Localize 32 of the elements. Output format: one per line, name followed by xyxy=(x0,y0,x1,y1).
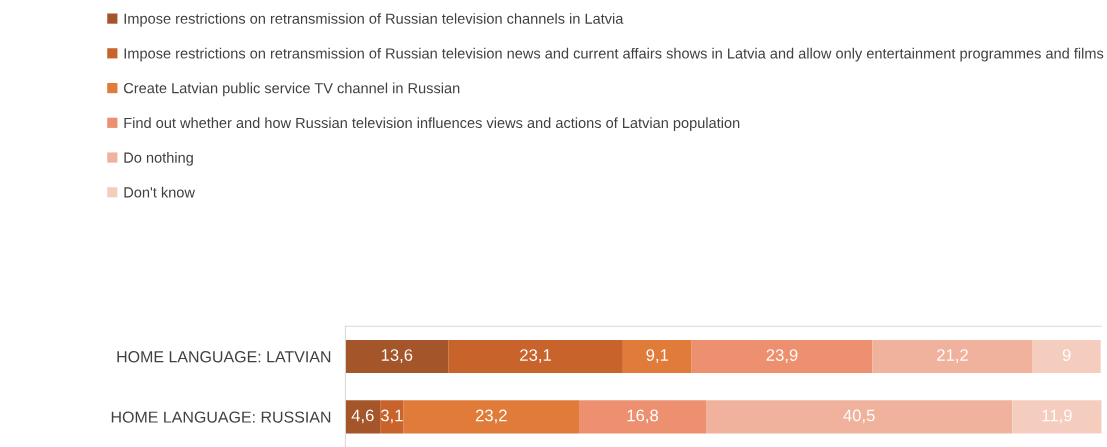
data-label: 4,6 xyxy=(351,409,374,424)
legend-label: Don't know xyxy=(124,186,195,198)
legend-label: Find out whether and how Russian television influences views and actions of Latvian population xyxy=(124,117,740,131)
data-label: 23,1 xyxy=(520,349,551,363)
data-label: 16,8 xyxy=(627,409,659,424)
data-label: 23,9 xyxy=(766,349,798,363)
bar xyxy=(1032,339,1101,374)
bar xyxy=(691,339,873,374)
data-label: 21,2 xyxy=(937,349,968,363)
bar xyxy=(579,400,707,434)
bar xyxy=(448,339,623,374)
data-label: 13,6 xyxy=(381,349,413,363)
data-label: 40,5 xyxy=(843,409,875,424)
data-label: 3,1 xyxy=(380,409,403,424)
data-label: 11,9 xyxy=(1042,409,1072,424)
data-label: 9,1 xyxy=(646,349,669,363)
bar xyxy=(345,339,449,374)
bar xyxy=(403,400,580,434)
bar xyxy=(345,400,381,434)
bar xyxy=(706,400,1013,434)
y-tick-label: HOME LANGUAGE: RUSSIAN xyxy=(111,411,331,423)
data-label: 9 xyxy=(1062,349,1071,361)
bar xyxy=(380,400,404,434)
bar xyxy=(1012,400,1102,434)
bar xyxy=(872,339,1033,374)
bar xyxy=(622,339,692,374)
legend-label: Create Latvian public service TV channel in Russian xyxy=(124,82,460,97)
legend-label: Do nothing xyxy=(124,152,193,166)
legend-label: Impose restrictions on retransmission of Russian television channels in Latvia xyxy=(124,13,624,27)
data-label: 23,2 xyxy=(475,409,507,424)
legend-label: Impose restrictions on retransmission of Russian television news and current affairs shows in Latvia and allow only entertainment programmes and films xyxy=(124,47,1104,62)
y-tick-label: HOME LANGUAGE: LATVIAN xyxy=(117,351,331,363)
